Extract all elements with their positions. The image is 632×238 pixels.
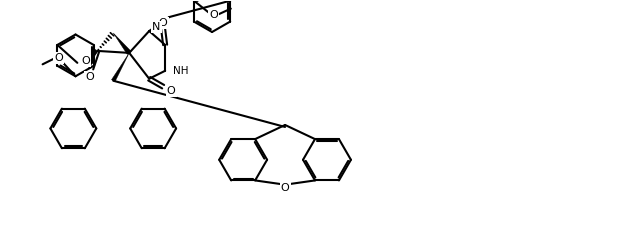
Text: O: O [81,56,90,66]
Text: O: O [159,18,167,28]
Text: O: O [209,10,218,20]
Text: O: O [54,53,63,63]
Text: O: O [281,183,289,193]
Text: O: O [85,72,94,82]
Polygon shape [111,53,129,82]
Text: N: N [152,22,161,32]
Text: O: O [167,86,176,96]
Polygon shape [113,33,131,55]
Text: NH: NH [173,66,188,76]
